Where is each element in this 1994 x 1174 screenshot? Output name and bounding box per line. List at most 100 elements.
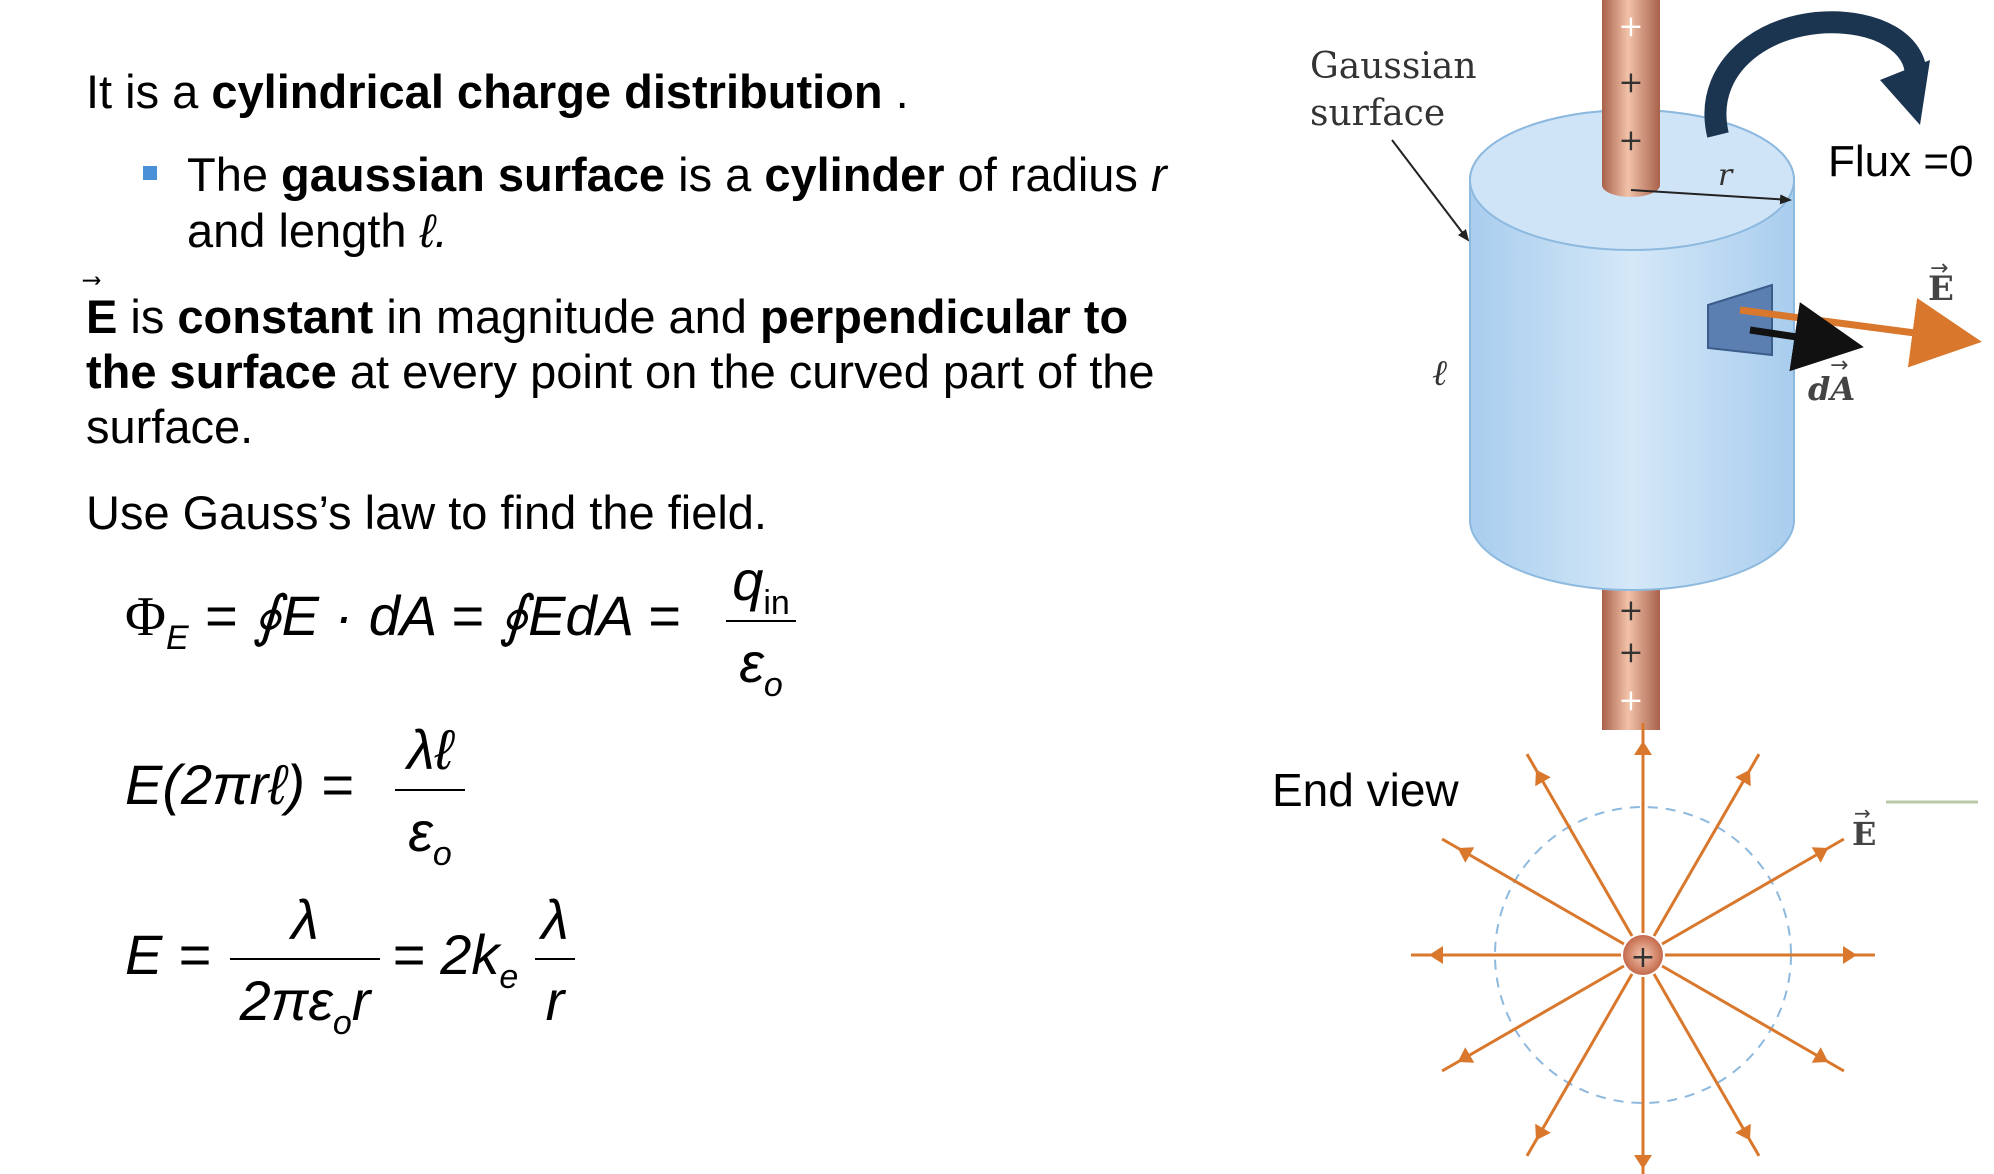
area-vector-label: dA: [1808, 370, 1855, 408]
plus-sign: +: [1618, 683, 1643, 718]
field-bold-perpendicular: perpendicular to: [760, 290, 1129, 343]
field-bold-surface: the surface: [86, 345, 337, 398]
field-paragraph-line-1: E is constant in magnitude and perpendic…: [86, 267, 1129, 344]
field-label-end-view: E: [1852, 815, 1876, 853]
epsilon-symbol: ε: [408, 800, 433, 863]
radius-arrow: [1630, 189, 1792, 205]
plus-sign: +: [1618, 593, 1643, 628]
k-subscript: e: [499, 958, 519, 996]
radius-symbol: r: [545, 969, 565, 1032]
gauss-instruction-text: Use Gauss’s law to find the field.: [86, 486, 767, 539]
equation-3-lhs: E =: [125, 923, 211, 986]
bullet-bold-cylinder: cylinder: [764, 148, 945, 201]
flux-subscript: E: [165, 619, 189, 657]
field-line: [1525, 973, 1634, 1157]
bullet-text: of radius: [944, 148, 1151, 201]
rod-bottom: [1602, 570, 1660, 730]
field-line: [1652, 973, 1761, 1157]
bullet-square: [143, 166, 157, 180]
field-text: at every point on the curved part of the: [336, 345, 1155, 398]
gaussian-label-line-2: surface: [1310, 93, 1445, 134]
field-line: [1441, 964, 1625, 1073]
field-line: [1525, 753, 1634, 937]
plus-sign: +: [1618, 65, 1643, 100]
end-view-field-lines: [1411, 723, 1875, 1174]
equation-3-numerator-1: λ: [230, 887, 380, 952]
field-line-arrowhead: [1457, 847, 1475, 863]
plus-sign: +: [1618, 123, 1643, 158]
area-vector-arrow: [1749, 302, 1864, 372]
field-vector-symbol: E: [86, 267, 118, 344]
epsilon-subscript: o: [763, 666, 783, 704]
flux-symbol: Φ: [125, 586, 166, 648]
field-line: [1441, 837, 1625, 946]
plus-sign: +: [1618, 9, 1643, 44]
field-line-arrowhead: [1634, 741, 1652, 755]
bullet-line-1: The gaussian surface is a cylinder of ra…: [187, 147, 1167, 202]
equation-3-numerator-2: λ: [535, 887, 575, 952]
radius-symbol: r: [351, 969, 371, 1032]
length-label: ℓ: [1432, 353, 1447, 394]
field-line-arrowhead: [1811, 847, 1829, 863]
equation-2-fraction-bar: [395, 789, 465, 791]
field-line: [1661, 837, 1845, 946]
equation-3-fraction-bar-2: [535, 958, 575, 960]
equation-3-fraction-bar-1: [230, 958, 380, 960]
field-label-end-view-arrow: →: [1854, 801, 1871, 825]
bullet-bold-gaussian: gaussian surface: [281, 148, 666, 201]
field-label-side: E: [1928, 269, 1954, 309]
field-label-side-arrow: →: [1930, 256, 1948, 281]
epsilon-symbol: ε: [739, 631, 764, 694]
two-pi-epsilon: 2πε: [239, 969, 333, 1032]
bullet-length-symbol: ℓ.: [419, 204, 448, 257]
field-line-arrowhead: [1811, 1047, 1829, 1063]
equation-3-middle: = 2ke: [392, 922, 518, 996]
intro-bold-text: cylindrical charge distribution: [211, 65, 883, 118]
area-vector-label-arrow: →: [1830, 353, 1848, 378]
end-view-line-charge: [1623, 935, 1663, 975]
gaussian-pointer-arrow: [1391, 139, 1470, 242]
intro-line: It is a cylindrical charge distribution …: [86, 64, 909, 119]
field-line-arrowhead: [1429, 946, 1443, 964]
radius-label: r: [1718, 158, 1734, 193]
equation-2-denominator: εo: [395, 799, 465, 873]
field-line: [1652, 753, 1761, 937]
gauss-instruction: Use Gauss’s law to find the field.: [86, 485, 767, 540]
field-text: is: [117, 290, 178, 343]
intro-text: It is a: [86, 65, 212, 118]
charge-subscript: in: [763, 584, 790, 622]
flux-label: Flux =0: [1828, 137, 1974, 186]
flux-curved-arrow: [1704, 11, 1927, 138]
bullet-text: The: [187, 148, 282, 201]
lambda-l-symbol: λℓ: [407, 718, 453, 781]
intro-period: .: [882, 65, 909, 118]
epsilon-subscript: o: [432, 835, 452, 873]
rod-through-cap: [1602, 120, 1660, 197]
equation-3-denominator-1: 2πεor: [230, 968, 380, 1042]
plus-sign: +: [1618, 635, 1643, 670]
field-text: surface.: [86, 400, 254, 453]
field-bold-constant: constant: [177, 290, 374, 343]
field-line-arrowhead: [1634, 1155, 1652, 1169]
area-element-patch: [1707, 283, 1773, 357]
equation-1-fraction-bar: [726, 620, 796, 622]
field-text: in magnitude and: [373, 290, 760, 343]
field-line-arrowhead: [1535, 1123, 1551, 1141]
charge-symbol: q: [732, 549, 764, 612]
field-line-arrowhead: [1735, 1123, 1751, 1141]
rod-plus-signs: + + + + + +: [1618, 9, 1643, 718]
field-line-arrowhead: [1843, 946, 1857, 964]
bullet-line-2: and length ℓ.: [187, 203, 448, 258]
epsilon-subscript: o: [332, 1004, 352, 1042]
equation-1-middle: = ∮E · dA = ∮EdA =: [204, 584, 681, 647]
rod-above-cap: [1602, 0, 1660, 125]
equation-1-numerator: qin: [726, 548, 796, 622]
two-k-symbol: = 2k: [392, 923, 500, 986]
lambda-symbol: λ: [291, 888, 319, 951]
flux-arrow-head: [1880, 60, 1930, 125]
end-view-plus-sign: +: [1630, 940, 1655, 975]
end-view-label: End view: [1272, 764, 1459, 816]
field-line-arrowhead: [1535, 769, 1551, 787]
gaussian-label-line-1: Gaussian: [1310, 46, 1477, 87]
lambda-symbol: λ: [541, 888, 569, 951]
